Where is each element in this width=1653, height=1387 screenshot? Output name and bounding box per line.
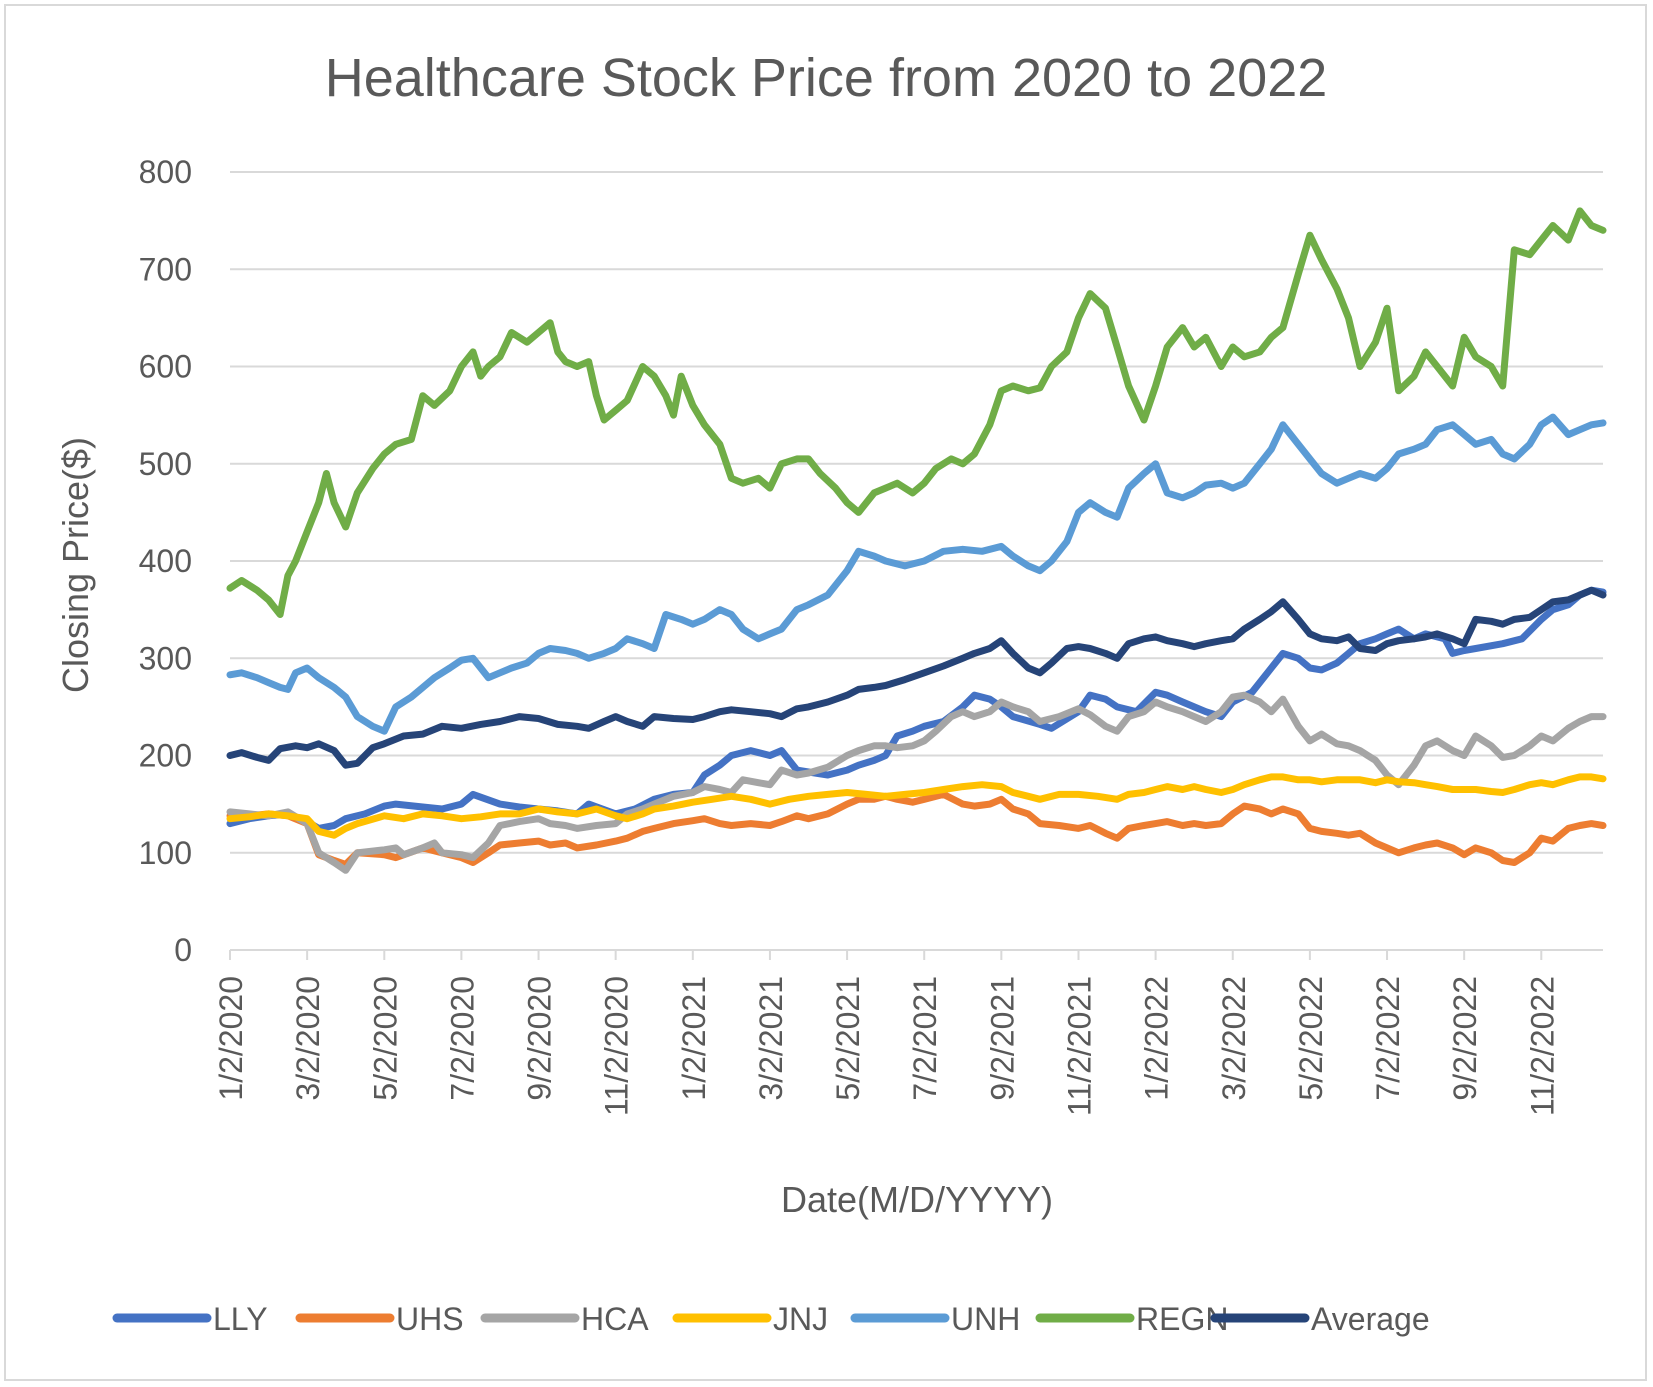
series-line-uhs (226, 790, 1607, 868)
legend-label-lly: LLY (213, 1301, 268, 1337)
y-axis-ticks: 0 100 200 300 400 500 600 700 800 (139, 154, 192, 968)
chart-title: Healthcare Stock Price from 2020 to 2022 (325, 48, 1328, 108)
x-tick-label: 11/2/2022 (1524, 976, 1560, 1116)
series-line-regn (226, 207, 1607, 618)
x-tick-label: 9/2/2020 (522, 976, 558, 1101)
y-tick-label: 100 (139, 835, 192, 871)
y-tick-label: 400 (139, 543, 192, 579)
x-tick-label: 5/2/2022 (1293, 976, 1329, 1101)
legend-label-uhs: UHS (396, 1301, 464, 1337)
y-tick-label: 600 (139, 349, 192, 385)
series-line-lly (226, 586, 1607, 832)
x-tick-label: 3/2/2020 (290, 976, 326, 1101)
y-tick-label: 800 (139, 154, 192, 190)
x-tick-label: 7/2/2021 (907, 976, 943, 1101)
series-lines (226, 207, 1607, 874)
y-tick-label: 200 (139, 738, 192, 774)
x-tick-label: 1/2/2022 (1139, 976, 1175, 1101)
x-tick-label: 5/2/2020 (367, 976, 403, 1101)
chart-frame (4, 4, 1647, 1381)
y-tick-label: 500 (139, 446, 192, 482)
y-tick-label: 300 (139, 640, 192, 676)
x-tick-label: 9/2/2021 (984, 976, 1020, 1101)
legend-label-hca: HCA (581, 1301, 649, 1337)
x-axis-title: Date(M/D/YYYY) (781, 1179, 1053, 1220)
y-tick-label: 700 (139, 251, 192, 287)
legend-label-jnj: JNJ (773, 1301, 828, 1337)
x-tick-label: 1/2/2020 (213, 976, 249, 1101)
x-tick-label: 11/2/2020 (599, 976, 635, 1116)
x-tick-label: 9/2/2022 (1447, 976, 1483, 1101)
x-tick-label: 7/2/2020 (444, 976, 480, 1101)
x-tick-label: 1/2/2021 (676, 976, 712, 1101)
legend-label-average: Average (1311, 1301, 1430, 1337)
legend: LLY UHS HCA JNJ UNH REGN Average (112, 1301, 1430, 1337)
x-tick-label: 3/2/2021 (753, 976, 789, 1101)
x-tick-label: 7/2/2022 (1370, 976, 1406, 1101)
series-line-average (226, 586, 1607, 769)
y-tick-label: 0 (174, 932, 192, 968)
x-tick-label: 5/2/2021 (830, 976, 866, 1101)
y-axis-title: Closing Price($) (55, 437, 96, 693)
x-tick-label: 3/2/2022 (1216, 976, 1252, 1101)
series-line-jnj (226, 773, 1607, 839)
legend-label-unh: UNH (951, 1301, 1020, 1337)
x-axis: 1/2/2020 3/2/2020 5/2/2020 7/2/2020 9/2/2020… (213, 949, 1603, 1116)
series-line-unh (226, 413, 1607, 735)
x-tick-label: 11/2/2021 (1061, 976, 1097, 1116)
